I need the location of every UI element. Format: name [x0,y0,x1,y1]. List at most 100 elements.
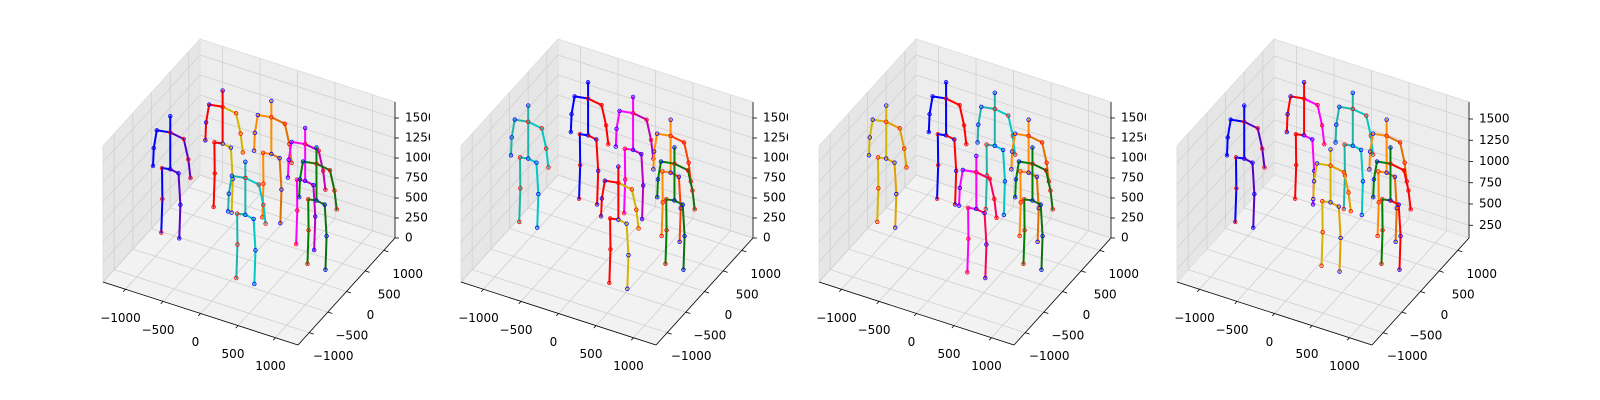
joint [261,202,266,207]
joint [1337,269,1342,274]
skeleton [956,153,999,281]
joint [585,96,591,101]
joint [1252,191,1257,197]
joint [269,114,274,120]
joint [1030,145,1035,150]
bone [518,156,530,160]
bone [1402,169,1410,192]
bone [536,193,540,229]
bone [1377,170,1388,174]
grid-line [102,114,201,223]
joint [952,137,957,142]
bone [682,235,686,271]
bone [1234,187,1238,223]
joint [585,80,591,85]
tick-mark [272,337,276,341]
tick-mark [160,301,164,305]
bone [1014,178,1017,199]
bone [1041,141,1048,164]
x-tick-label: 0 [550,335,558,349]
bone [1039,203,1044,238]
joint [595,168,601,174]
bone [1229,118,1246,123]
joint [1402,160,1407,165]
bone [1369,132,1375,153]
joint [884,103,889,108]
joint [1367,167,1372,172]
joint [285,175,291,180]
joint [672,145,677,150]
bone [893,161,898,196]
joint [1000,147,1006,153]
joint [535,225,540,230]
bone [253,131,256,152]
grid-line [1273,161,1470,226]
x-tick-label: −500 [858,323,891,337]
tick-mark [480,289,484,293]
joint [1006,113,1011,118]
bone [1380,229,1384,265]
bone [1343,143,1354,147]
grid-line [199,94,396,159]
x-tick-label: 1000 [1329,359,1360,373]
joint [1328,200,1333,205]
grid-line [1176,140,1275,249]
joint [602,178,608,183]
tick-mark [1025,332,1030,335]
bone [1313,162,1319,183]
joint [979,104,984,110]
tick-mark [704,291,710,294]
joint [1012,131,1018,136]
tick-mark [1062,291,1068,294]
joint [893,225,898,230]
joint [225,209,231,214]
bone [984,174,988,211]
joint [256,182,262,187]
bone [227,192,230,213]
joint [1315,102,1320,108]
bone [1335,105,1341,126]
tick-mark [1457,249,1463,253]
x-tick-label: 1000 [971,359,1002,373]
joint [305,261,310,267]
joint [1320,199,1325,204]
joint [300,159,306,164]
bone [673,162,689,172]
joint [228,145,234,150]
x-tick-label: 0 [1266,335,1274,349]
tick-mark [235,325,239,329]
bone [1343,171,1350,194]
joint [286,157,291,162]
grid-line [818,134,917,243]
bone [286,158,290,179]
bone [169,131,185,140]
grid-line [1206,248,1402,313]
z-tick-label: 1500 [405,111,436,125]
bone [894,193,898,229]
grid-line [151,228,347,292]
grid-line [1273,55,1470,120]
bone [931,95,948,100]
x-tick-label: 500 [1296,347,1319,361]
joint [240,150,246,155]
bone [161,167,172,171]
joint [875,219,880,225]
grid-line [102,74,201,183]
joint [211,204,216,210]
joint [1250,160,1255,165]
bone [230,174,247,179]
bone [535,161,540,196]
bone [885,120,901,130]
bone [1398,235,1402,271]
joint [1375,233,1380,239]
y-tick-label: −500 [693,329,726,343]
joint [1338,235,1343,241]
bone [958,169,964,189]
joint [1039,267,1044,272]
bone [678,207,682,243]
grid-line [460,94,559,203]
joint [599,102,604,108]
bone [1407,189,1412,211]
bone [661,170,672,174]
skeleton [1013,145,1055,272]
